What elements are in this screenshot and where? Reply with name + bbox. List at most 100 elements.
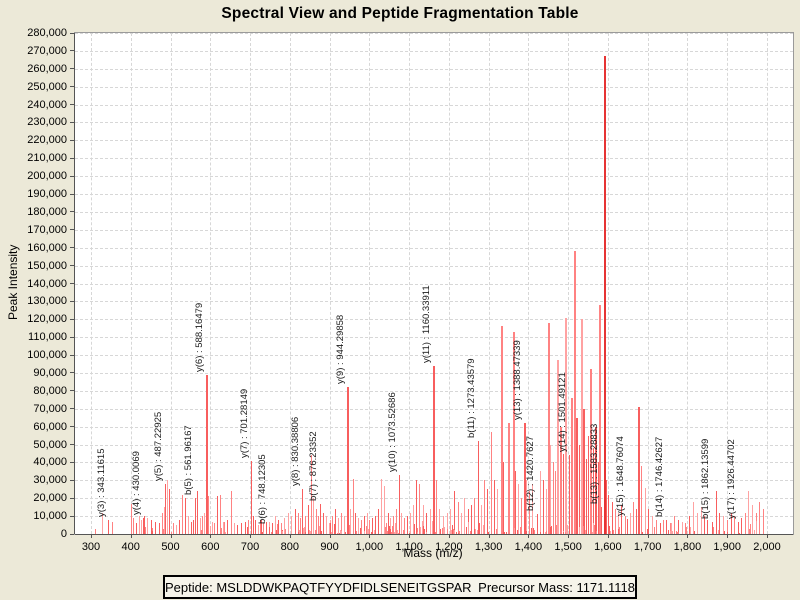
- peak: [366, 512, 368, 534]
- x-axis-tick: [409, 534, 411, 538]
- peak: [237, 525, 239, 534]
- peak: [409, 512, 411, 534]
- peak: [748, 491, 750, 534]
- peak: [553, 462, 554, 534]
- peak: [223, 521, 225, 534]
- peak: [303, 528, 305, 534]
- peak: [734, 516, 736, 534]
- peak: [250, 460, 252, 534]
- peak: [662, 519, 664, 534]
- x-axis-tick-label: 900: [320, 541, 339, 553]
- peak: [583, 408, 586, 534]
- peak: [663, 532, 665, 534]
- peak: [595, 530, 597, 534]
- peak: [152, 528, 154, 534]
- peak: [578, 526, 580, 534]
- peak: [429, 527, 431, 534]
- peak: [201, 530, 203, 534]
- peak: [618, 512, 620, 534]
- peak: [718, 530, 720, 534]
- peak: [593, 523, 595, 534]
- peak: [419, 483, 421, 534]
- y-axis-tick: [70, 533, 74, 535]
- x-axis-tick-label: 2,000: [753, 541, 781, 553]
- peak: [349, 508, 351, 534]
- peak: [681, 521, 683, 534]
- peak: [597, 462, 599, 534]
- peak: [271, 523, 273, 534]
- peak: [373, 529, 375, 534]
- peak: [401, 512, 403, 534]
- x-axis-tick: [210, 534, 212, 538]
- peak: [265, 521, 267, 534]
- peak: [555, 525, 557, 534]
- gridline-vertical: [448, 33, 450, 534]
- peak: [231, 491, 232, 534]
- peak: [727, 519, 729, 534]
- peak: [204, 512, 206, 534]
- peak: [621, 505, 623, 534]
- peak: [712, 521, 714, 534]
- y-axis-tick: [70, 68, 74, 70]
- peak: [396, 530, 398, 534]
- peak: [503, 462, 505, 534]
- peak: [343, 516, 345, 534]
- y-axis-tick: [70, 497, 74, 499]
- peak: [466, 526, 468, 534]
- peak: [641, 466, 643, 534]
- x-axis-tick-label: 1,400: [514, 541, 543, 553]
- peak: [724, 531, 726, 534]
- x-axis-tick: [687, 534, 689, 538]
- x-axis-tick-label: 1,000: [355, 541, 384, 553]
- peak-annotation: y(13) : 1388.47339: [511, 340, 523, 421]
- peak: [406, 516, 408, 534]
- peak: [329, 523, 331, 534]
- peak: [432, 520, 434, 534]
- gridline-horizontal: [75, 194, 793, 196]
- y-axis-tick-label: 120,000: [27, 313, 67, 326]
- peak: [612, 529, 614, 534]
- peak: [163, 529, 165, 534]
- peak: [473, 528, 475, 534]
- peak: [221, 528, 223, 534]
- x-axis-tick: [607, 534, 609, 538]
- peak: [423, 525, 425, 534]
- peak: [557, 360, 560, 534]
- y-axis-tick-label: 40,000: [33, 456, 67, 469]
- peak: [361, 519, 362, 534]
- peak: [352, 478, 354, 534]
- peak: [516, 530, 518, 534]
- peak: [163, 507, 165, 534]
- peak: [393, 516, 395, 534]
- peak: [464, 498, 466, 534]
- y-axis-tick: [70, 479, 74, 481]
- peak: [355, 512, 357, 534]
- x-axis-tick: [170, 534, 172, 538]
- peak: [584, 529, 586, 534]
- peak: [547, 322, 550, 534]
- peak: [486, 489, 488, 534]
- x-axis-tick-label: 1,200: [435, 541, 463, 553]
- peak: [130, 503, 132, 534]
- peak: [167, 480, 169, 534]
- gridline-vertical: [369, 33, 371, 534]
- peak: [416, 532, 418, 534]
- peak: [633, 501, 634, 534]
- peak: [519, 527, 521, 534]
- peak: [147, 517, 149, 534]
- peak: [697, 512, 698, 534]
- y-axis-tick: [70, 157, 74, 159]
- peak: [193, 519, 195, 534]
- peak: [252, 516, 254, 534]
- peak: [565, 317, 568, 534]
- peak: [646, 528, 648, 534]
- peak: [384, 527, 386, 534]
- peak: [608, 494, 610, 534]
- peak: [276, 523, 278, 534]
- peak: [433, 365, 436, 534]
- peak: [429, 508, 431, 534]
- peak: [480, 529, 482, 534]
- peak: [610, 530, 612, 534]
- peak: [312, 498, 314, 534]
- peak: [545, 532, 547, 534]
